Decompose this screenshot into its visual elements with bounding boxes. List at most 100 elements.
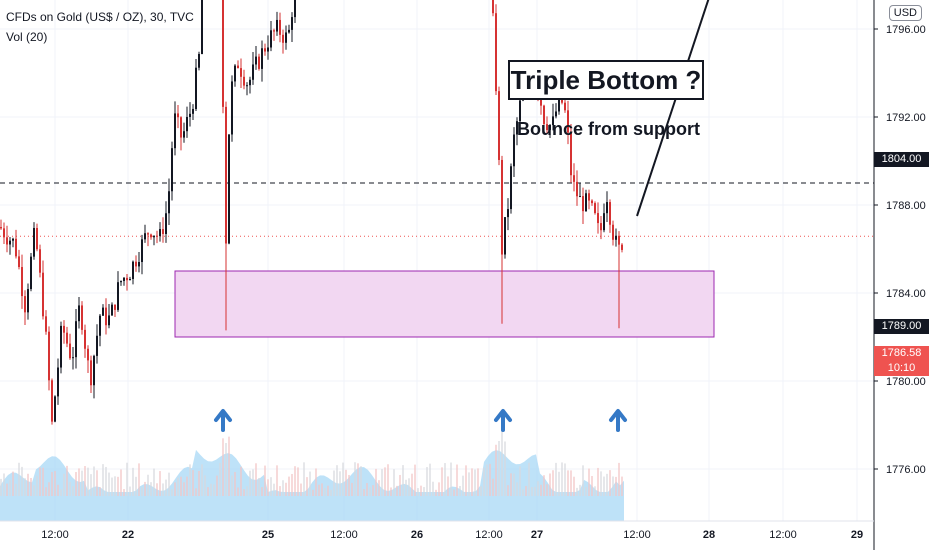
candle-22 (66, 326, 68, 348)
volume-bar-26 (78, 468, 80, 496)
volume-bar-72 (216, 475, 218, 496)
candle-body-74 (222, 0, 224, 107)
arrow-head-3 (609, 409, 627, 422)
candle-body-35 (105, 307, 107, 326)
volume-bar-66 (198, 470, 200, 496)
volume-bar-110 (330, 489, 332, 496)
volume-bar-161 (483, 467, 485, 496)
volume-bar-29 (87, 467, 89, 496)
volume-bar-195 (585, 486, 587, 496)
x-tick-label-5: 12:00 (475, 529, 503, 541)
volume-bar-76 (228, 436, 230, 496)
volume-bar-147 (441, 467, 443, 496)
volume-bar-8 (24, 478, 26, 496)
candle-194 (582, 187, 584, 225)
candle-body-47 (141, 239, 143, 263)
volume-bar-23 (69, 481, 71, 496)
volume-bar-92 (276, 465, 278, 496)
volume-bar-9 (27, 473, 29, 496)
candle-204 (612, 220, 614, 246)
volume-bar-98 (294, 466, 296, 496)
volume-bar-201 (603, 476, 605, 496)
volume-histogram (0, 429, 624, 521)
volume-bar-182 (546, 484, 548, 496)
candle-body-91 (273, 30, 275, 32)
candle-body-0 (0, 227, 2, 229)
pattern-subtitle[interactable]: Bounce from support (517, 119, 700, 139)
volume-bar-38 (114, 476, 116, 496)
volume-bar-157 (471, 468, 473, 496)
candle-98 (294, 0, 296, 24)
candle-body-75 (225, 106, 227, 244)
volume-bar-181 (543, 475, 545, 496)
projection-arrow[interactable] (636, 0, 851, 217)
volume-bar-30 (90, 474, 92, 496)
candle-190 (570, 123, 572, 183)
candle-14 (42, 260, 44, 320)
x-tick-label-10: 29 (851, 529, 863, 541)
volume-bar-33 (99, 487, 101, 496)
volume-bar-70 (210, 483, 212, 496)
candle-37 (111, 302, 113, 316)
candle-184 (552, 103, 554, 131)
support-zone-rectangle[interactable] (174, 270, 715, 338)
candle-74 (222, 0, 224, 114)
time-axis[interactable]: 12:00 22 25 12:00 26 12:00 27 12:00 28 12:00 29 (41, 529, 863, 541)
candle-body-18 (54, 396, 56, 422)
volume-bar-196 (588, 468, 590, 496)
volume-bar-7 (21, 466, 23, 496)
volume-bar-198 (594, 486, 596, 496)
x-tick-label-9: 12:00 (769, 529, 797, 541)
volume-bar-156 (468, 472, 470, 496)
candle-48 (144, 224, 146, 243)
candle-23 (69, 333, 71, 360)
currency-badge[interactable]: USD (888, 5, 922, 21)
candle-body-206 (618, 235, 620, 245)
candle-body-25 (75, 321, 77, 358)
volume-bar-22 (66, 465, 68, 496)
candle-33 (99, 314, 101, 347)
candle-body-36 (108, 315, 110, 326)
candle-body-13 (39, 249, 41, 273)
candle-body-203 (609, 202, 611, 225)
candle-196 (588, 189, 590, 210)
volume-bar-18 (54, 471, 56, 496)
candle-body-5 (15, 238, 17, 257)
volume-bar-51 (153, 468, 155, 496)
volume-bar-35 (105, 466, 107, 496)
volume-bar-82 (246, 486, 248, 496)
candle-26 (78, 296, 80, 329)
price-axis[interactable]: 1772.001776.001780.001784.001788.001792.… (874, 0, 926, 550)
volume-bar-118 (354, 462, 356, 496)
volume-bar-100 (300, 483, 302, 496)
volume-bar-154 (462, 475, 464, 496)
candle-body-8 (24, 296, 26, 313)
chart-grid (0, 0, 874, 521)
candle-body-188 (564, 102, 566, 111)
volume-bar-176 (528, 462, 530, 496)
candle-29 (87, 345, 89, 374)
volume-bar-78 (234, 471, 236, 496)
candle-body-96 (288, 29, 290, 33)
candle-body-42 (126, 277, 128, 281)
volume-bar-173 (519, 466, 521, 496)
candle-body-84 (252, 64, 254, 80)
candle-body-171 (513, 134, 515, 167)
volume-bar-183 (549, 473, 551, 496)
volume-bar-158 (474, 469, 476, 496)
candle-body-45 (135, 261, 137, 267)
symbol-title[interactable]: CFDs on Gold (US$ / OZ), 30, TVC (6, 10, 194, 24)
volume-bar-207 (621, 476, 623, 496)
volume-bar-12 (36, 475, 38, 496)
candle-50 (150, 233, 152, 240)
candle-body-9 (27, 289, 29, 313)
candle-76 (228, 134, 230, 245)
x-tick-label-6: 27 (531, 529, 543, 541)
volume-indicator-label[interactable]: Vol (20) (6, 30, 48, 44)
volume-bar-3 (9, 480, 11, 496)
pattern-title-box[interactable]: Triple Bottom ? (508, 60, 704, 100)
volume-bar-53 (159, 471, 161, 496)
volume-bar-43 (129, 486, 131, 496)
candle-body-97 (291, 17, 293, 30)
